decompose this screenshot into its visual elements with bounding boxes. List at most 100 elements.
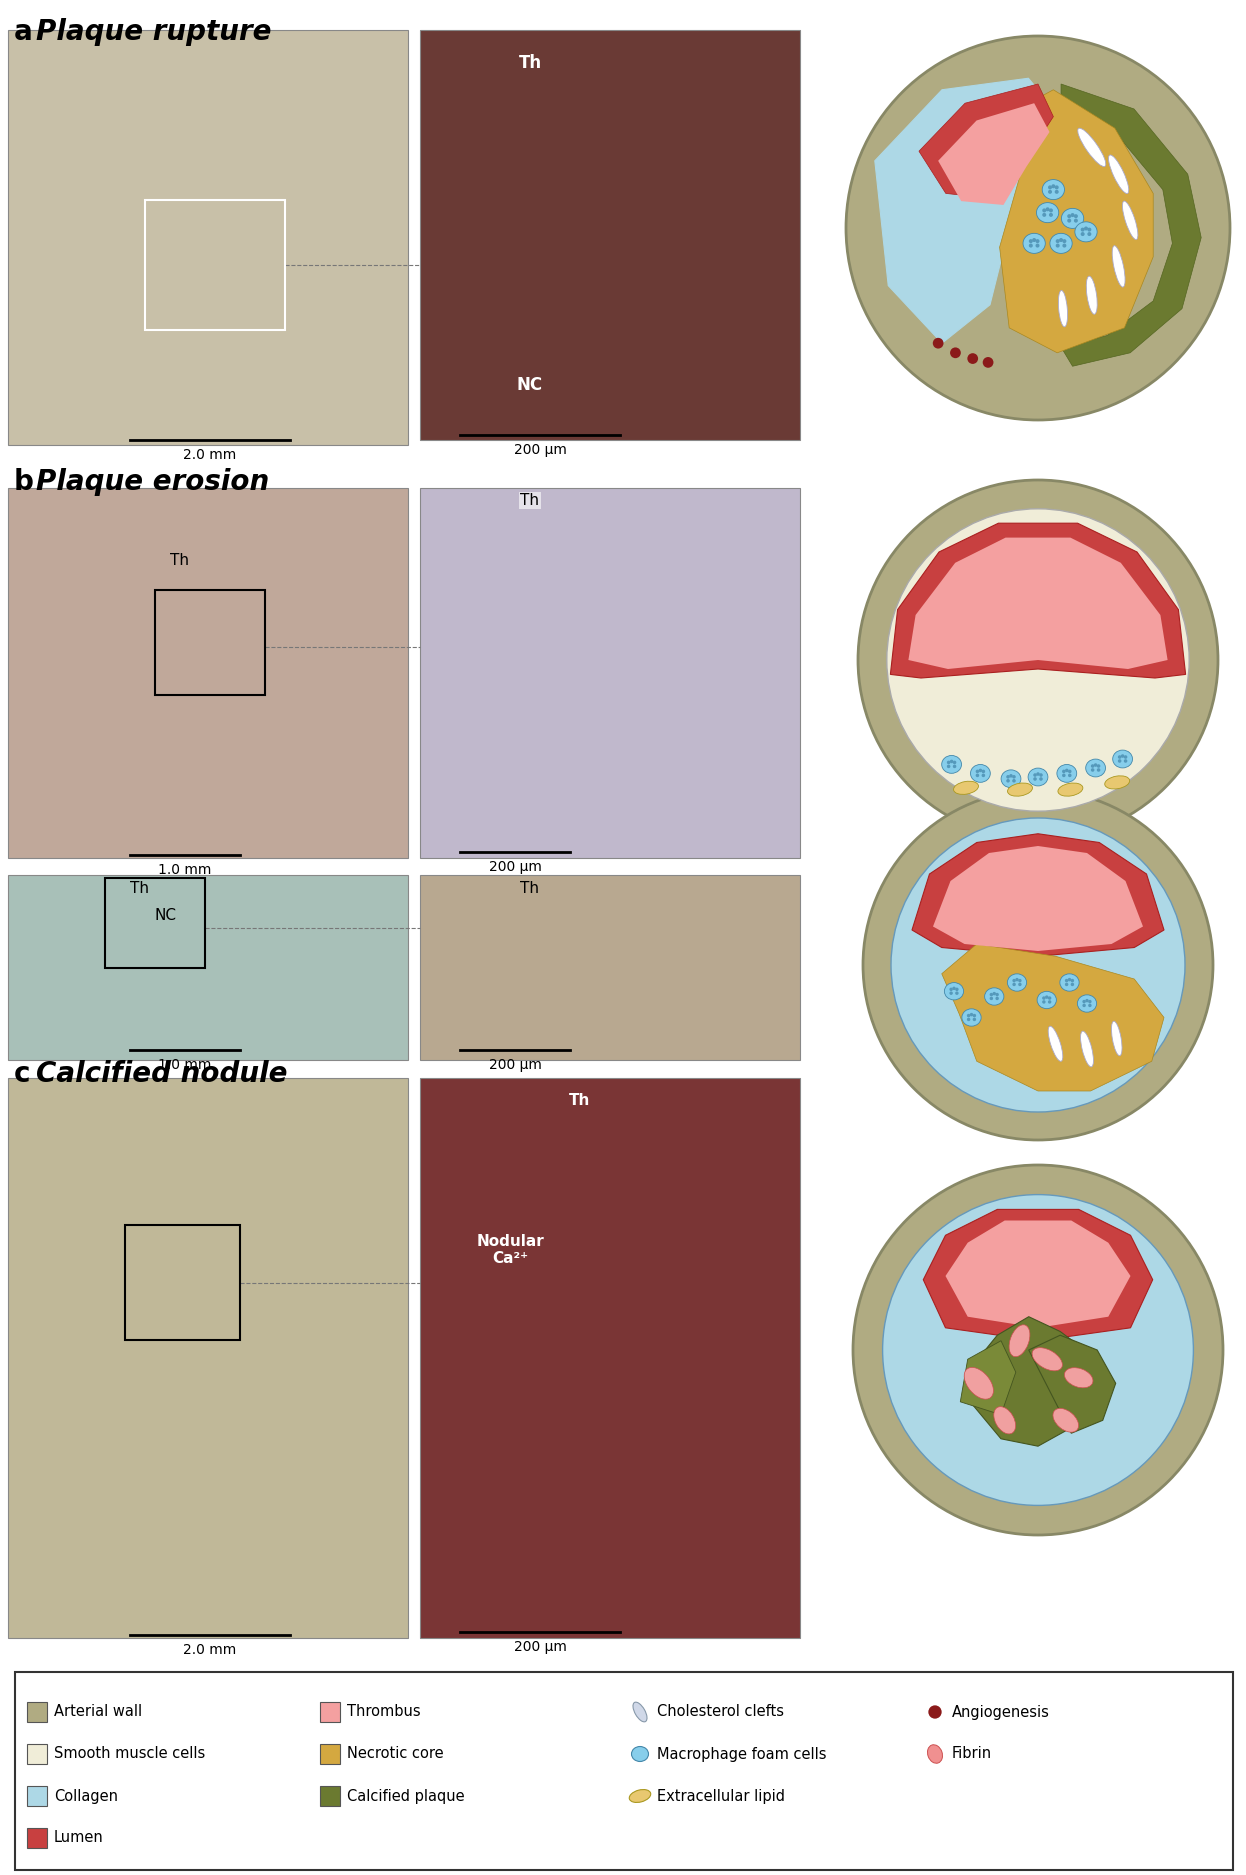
Circle shape [1045,996,1048,999]
Circle shape [1054,189,1059,193]
Circle shape [882,1194,1194,1506]
Circle shape [1007,778,1009,782]
Circle shape [953,761,957,765]
Circle shape [1042,208,1047,212]
Circle shape [1074,214,1078,218]
Text: Plaque erosion: Plaque erosion [36,469,269,497]
Circle shape [993,992,996,996]
Circle shape [956,992,958,996]
Polygon shape [973,1316,1094,1446]
Circle shape [858,480,1219,840]
Circle shape [983,356,993,368]
Circle shape [1065,982,1068,986]
Text: Lumen: Lumen [54,1830,103,1845]
Circle shape [1009,774,1013,778]
Circle shape [1012,774,1015,778]
Ellipse shape [1087,276,1098,315]
Circle shape [949,992,953,996]
Circle shape [996,998,999,999]
Ellipse shape [1113,750,1133,769]
Circle shape [1042,214,1047,218]
Circle shape [973,1018,976,1022]
Ellipse shape [1062,208,1084,229]
Bar [7,30,407,444]
Text: Cholesterol clefts: Cholesterol clefts [657,1704,784,1719]
Circle shape [1062,769,1065,772]
Circle shape [982,769,986,772]
Text: 200 μm: 200 μm [488,861,542,874]
Ellipse shape [1078,128,1105,167]
Circle shape [949,988,953,992]
Circle shape [1074,219,1078,223]
Bar [27,1787,47,1806]
Ellipse shape [953,782,978,795]
Circle shape [982,774,986,776]
Circle shape [1070,979,1074,982]
Circle shape [949,347,961,358]
Circle shape [1018,979,1022,982]
Polygon shape [1029,1335,1115,1432]
Polygon shape [938,103,1049,204]
Text: Th: Th [130,881,150,896]
Circle shape [953,765,957,769]
Circle shape [1012,778,1015,782]
Circle shape [1062,774,1065,776]
Circle shape [891,818,1185,1112]
Circle shape [1029,244,1033,248]
Bar [125,1224,240,1341]
Circle shape [1088,232,1091,236]
Ellipse shape [1009,1326,1030,1358]
Bar [420,876,800,1059]
Ellipse shape [994,1406,1015,1434]
Circle shape [1039,772,1043,776]
Circle shape [1035,240,1039,244]
Circle shape [933,338,943,349]
Circle shape [1033,778,1037,780]
Circle shape [1063,244,1067,248]
Polygon shape [999,90,1154,352]
Ellipse shape [962,1009,981,1026]
Polygon shape [891,523,1186,679]
Circle shape [949,759,953,763]
Ellipse shape [984,988,1004,1005]
Ellipse shape [1105,776,1130,789]
Ellipse shape [1037,202,1059,223]
Circle shape [1068,979,1072,981]
Ellipse shape [1007,973,1027,992]
Bar [420,30,800,441]
Text: 1.0 mm: 1.0 mm [158,862,212,878]
Circle shape [1068,774,1072,776]
Ellipse shape [1113,246,1125,287]
Circle shape [1068,219,1072,223]
Ellipse shape [1085,759,1105,776]
Text: Calcified nodule: Calcified nodule [36,1059,288,1088]
Circle shape [1054,186,1059,189]
Polygon shape [920,84,1053,199]
Text: Plaque rupture: Plaque rupture [36,19,272,47]
Circle shape [947,761,951,765]
Text: c: c [14,1059,30,1088]
Text: 2.0 mm: 2.0 mm [183,448,237,461]
Polygon shape [908,538,1168,669]
Ellipse shape [927,1746,942,1762]
Bar [7,876,407,1059]
Circle shape [1085,999,1089,1003]
Ellipse shape [632,1746,648,1761]
Text: Th: Th [169,553,189,568]
Circle shape [1084,227,1088,231]
Ellipse shape [1064,1367,1093,1388]
Bar [15,1672,1234,1869]
Text: Extracellular lipid: Extracellular lipid [657,1789,785,1804]
Bar [105,878,206,968]
Circle shape [1088,1003,1091,1007]
Circle shape [976,774,979,776]
Ellipse shape [1028,769,1048,786]
Text: Nodular
Ca²⁺: Nodular Ca²⁺ [476,1234,543,1266]
Ellipse shape [1032,1348,1063,1371]
Text: Th: Th [569,1093,591,1108]
Ellipse shape [1008,784,1033,797]
Polygon shape [923,1209,1153,1341]
Circle shape [1042,999,1045,1003]
Ellipse shape [1023,232,1045,253]
Text: Necrotic core: Necrotic core [346,1746,444,1761]
